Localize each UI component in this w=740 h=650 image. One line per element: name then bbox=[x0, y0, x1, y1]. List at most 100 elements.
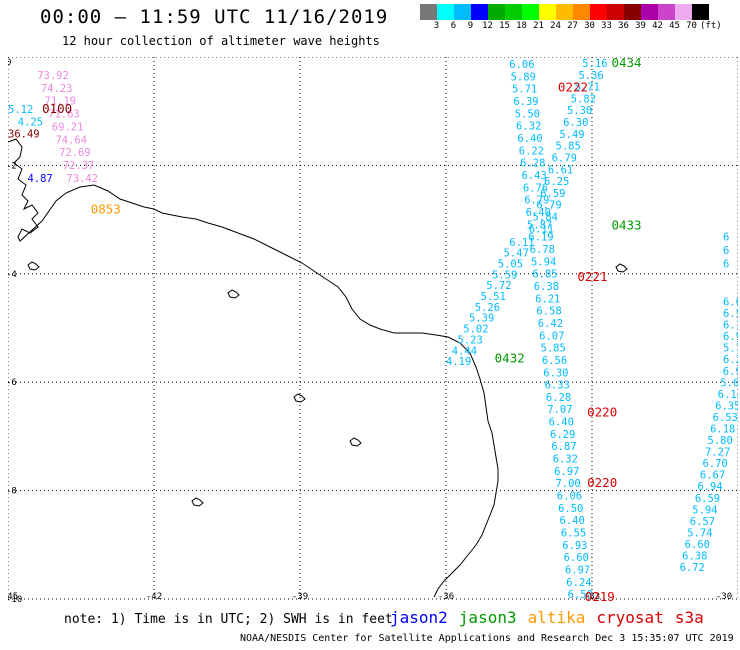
pass-time-label: 0220 bbox=[587, 475, 617, 490]
wave-height-value: 5.16 bbox=[582, 58, 607, 70]
wave-height-value: 5.82 bbox=[571, 93, 596, 105]
color-scale-swatch bbox=[420, 4, 437, 20]
wave-height-value: 5.94 bbox=[531, 256, 556, 268]
wave-height-value: 71.63 bbox=[48, 109, 80, 121]
color-scale-swatch bbox=[488, 4, 505, 20]
x-axis-ticks: -45 -42 -39 -36 -33 -30 bbox=[8, 592, 732, 602]
wave-height-value: 6.19 bbox=[528, 232, 553, 244]
island-outline bbox=[27, 261, 40, 271]
wave-height-value: 5.71 bbox=[575, 82, 600, 94]
wave-height-value: 5.49 bbox=[559, 129, 584, 141]
y-tick-label: -8 bbox=[8, 487, 17, 497]
coastline-path bbox=[8, 138, 499, 598]
wave-height-value: 6.32 bbox=[516, 121, 541, 133]
wave-height-value: 6.33 bbox=[545, 380, 570, 392]
color-scale-label: 27 bbox=[567, 21, 578, 31]
wave-height-value: 74.23 bbox=[41, 83, 73, 95]
legend-item-altika: altika bbox=[527, 608, 586, 627]
wave-height-value: 6.11 bbox=[529, 223, 554, 235]
color-scale-label: 18 bbox=[516, 21, 527, 31]
wave-height-value: 5.87 bbox=[527, 219, 552, 231]
color-scale-unit: (ft) bbox=[700, 21, 722, 31]
map-grid bbox=[8, 57, 738, 600]
color-scale-label: 36 bbox=[618, 21, 629, 31]
pass-time-label: 0853 bbox=[91, 201, 121, 216]
wave-height-value: 5.23 bbox=[458, 334, 483, 346]
wave-height-value: 6 bbox=[723, 245, 729, 257]
color-scale-swatch bbox=[658, 4, 675, 20]
pass-time-label: 0432 bbox=[495, 350, 525, 365]
wave-height-value: 73.42 bbox=[66, 173, 98, 185]
pass-time-labels: 0100 0853 0434 0222 0433 0221 0432 0220 0220 0219 bbox=[42, 57, 642, 602]
legend-item-jason3: jason3 bbox=[458, 608, 517, 627]
wave-height-value: 4.44 bbox=[452, 345, 477, 357]
y-tick-label: -4 bbox=[8, 270, 17, 280]
wave-height-value: 6.59 bbox=[540, 188, 565, 200]
wave-height-map: -45-42-39-36-33-30 0-2-4-6-8-10 73.9274.… bbox=[8, 57, 738, 602]
wave-height-value: 6.42 bbox=[538, 318, 563, 330]
footer-credit: NOAA/NESDIS Center for Satellite Applica… bbox=[240, 633, 734, 644]
wave-height-value: 6.24 bbox=[723, 354, 738, 366]
wave-height-value: 5.80 bbox=[708, 435, 733, 447]
x-tick-label: -45 bbox=[8, 592, 18, 602]
wave-height-value: 6.28 bbox=[546, 392, 571, 404]
wave-height-value: 72.37 bbox=[63, 160, 95, 172]
wave-height-value: 5.12 bbox=[8, 104, 33, 116]
wave-height-value: 6.32 bbox=[553, 454, 578, 466]
wave-height-value: 5.02 bbox=[463, 324, 488, 336]
wave-height-value: 6.97 bbox=[565, 565, 590, 577]
wave-height-value: 5.85 bbox=[541, 343, 566, 355]
color-scale-swatch bbox=[505, 4, 522, 20]
color-scale-bar bbox=[420, 4, 709, 20]
color-scale-swatch bbox=[607, 4, 624, 20]
wave-height-value: 5.39 bbox=[469, 313, 494, 325]
island-outline bbox=[349, 437, 362, 447]
wave-height-value: 6.40 bbox=[560, 515, 585, 527]
wave-height-value: 6.40 bbox=[549, 417, 574, 429]
color-scale-label: 42 bbox=[652, 21, 663, 31]
pass-time-label: 0434 bbox=[611, 57, 641, 70]
x-tick-label: -42 bbox=[146, 592, 162, 602]
wave-height-value: 5.36 bbox=[578, 70, 603, 82]
wave-height-value: 6.40 bbox=[517, 133, 542, 145]
color-scale-swatch bbox=[454, 4, 471, 20]
color-scale-swatch bbox=[556, 4, 573, 20]
wave-height-value: 6.72 bbox=[680, 562, 705, 574]
wave-height-value: 6.24 bbox=[566, 577, 591, 589]
wave-height-value: 36.49 bbox=[8, 128, 40, 140]
island-outline bbox=[191, 497, 204, 507]
wave-height-value: 5.30 bbox=[567, 105, 592, 117]
legend-item-cryosat: cryosat bbox=[596, 608, 664, 627]
wave-height-value: 6 bbox=[723, 259, 729, 271]
color-scale-swatch bbox=[590, 4, 607, 20]
wave-height-value: 6.79 bbox=[536, 200, 561, 212]
color-scale-label: 30 bbox=[584, 21, 595, 31]
color-scale-label: 70 bbox=[686, 21, 697, 31]
wave-height-value: 6.96 bbox=[723, 331, 738, 343]
wave-height-tracks: 73.9274.2371.1971.6369.2174.6472.6972.37… bbox=[8, 58, 738, 601]
y-tick-label: 0 bbox=[8, 58, 11, 68]
map-subtitle: 12 hour collection of altimeter wave hei… bbox=[62, 34, 380, 48]
color-scale-swatch bbox=[539, 4, 556, 20]
wave-height-value: 6.97 bbox=[554, 466, 579, 478]
wave-height-value: 6.14 bbox=[718, 389, 738, 401]
pass-time-label: 0433 bbox=[611, 218, 641, 233]
legend-item-s3a: s3a bbox=[674, 608, 704, 627]
wave-height-value: 4.25 bbox=[18, 117, 43, 129]
wave-height-value: 5.71 bbox=[723, 343, 738, 355]
wave-height-value: 5.94 bbox=[692, 504, 717, 516]
color-scale-swatch bbox=[675, 4, 692, 20]
wave-height-value: 72.69 bbox=[59, 147, 91, 159]
wave-height-value: 6.40 bbox=[526, 207, 551, 219]
wave-height-value: 7.27 bbox=[705, 447, 730, 459]
wave-height-value: 6.50 bbox=[568, 589, 593, 601]
wave-height-value: 69.21 bbox=[52, 121, 84, 133]
wave-height-value: 6.1 bbox=[723, 320, 738, 332]
pass-time-label: 0219 bbox=[585, 589, 615, 602]
wave-height-value: 6.06 bbox=[557, 491, 582, 503]
color-scale-swatch bbox=[437, 4, 454, 20]
wave-height-value: 6.67 bbox=[700, 470, 725, 482]
wave-height-value: 5.84 bbox=[533, 212, 558, 224]
wave-height-value: 7.07 bbox=[547, 404, 572, 416]
wave-height-value: 6.56 bbox=[542, 355, 567, 367]
